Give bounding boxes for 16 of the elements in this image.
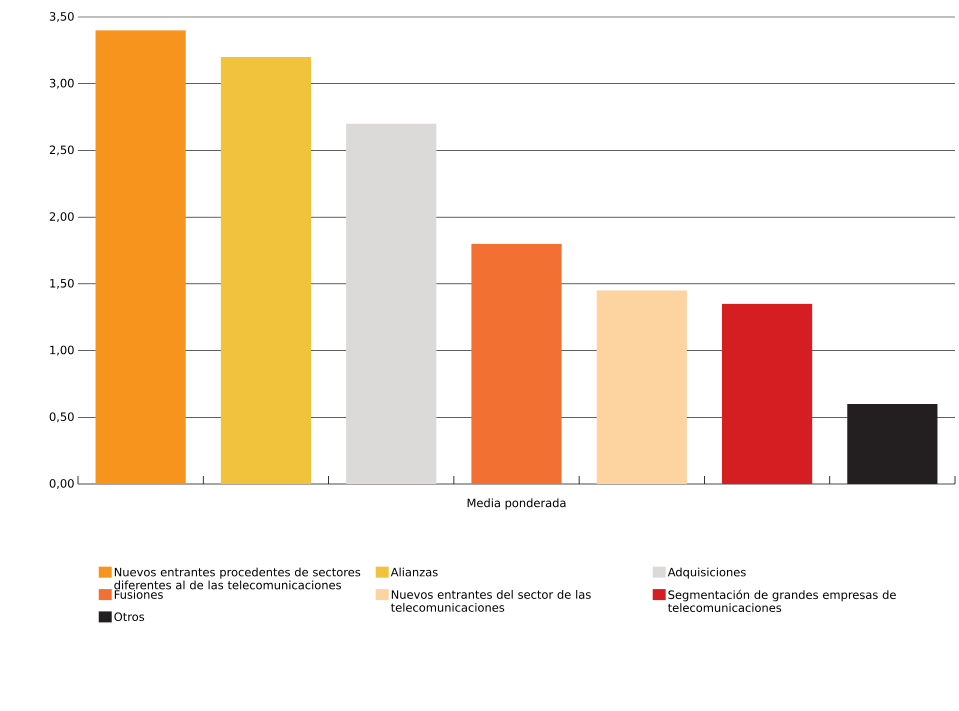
legend-label: Nuevos entrantes del sector de las telecomunicaciones [391,590,591,612]
legend-label: Fusiones [114,590,163,599]
y-tick-label: 0,50 [50,412,74,422]
y-tick-label: 3,50 [50,12,74,22]
y-tick-label: 2,00 [50,212,74,222]
legend-label: Otros [114,612,144,622]
legend-label: Segmentación de grandes empresas de telecomunicaciones [668,590,896,612]
y-tick-label: 2,50 [50,146,74,156]
y-tick-label: 1,00 [50,346,74,356]
legend-label: Nuevos entrantes procedentes de sectores diferentes al de las telecomunicaciones [114,568,360,590]
x-axis-title: Media ponderada [468,498,566,510]
y-tick-label: 0,00 [50,479,74,489]
y-tick-label: 1,50 [50,278,74,289]
y-tick-label: 3,00 [50,78,74,89]
legend-label: Adquisiciones [668,568,746,579]
legend-label: Alianzas [390,568,438,576]
